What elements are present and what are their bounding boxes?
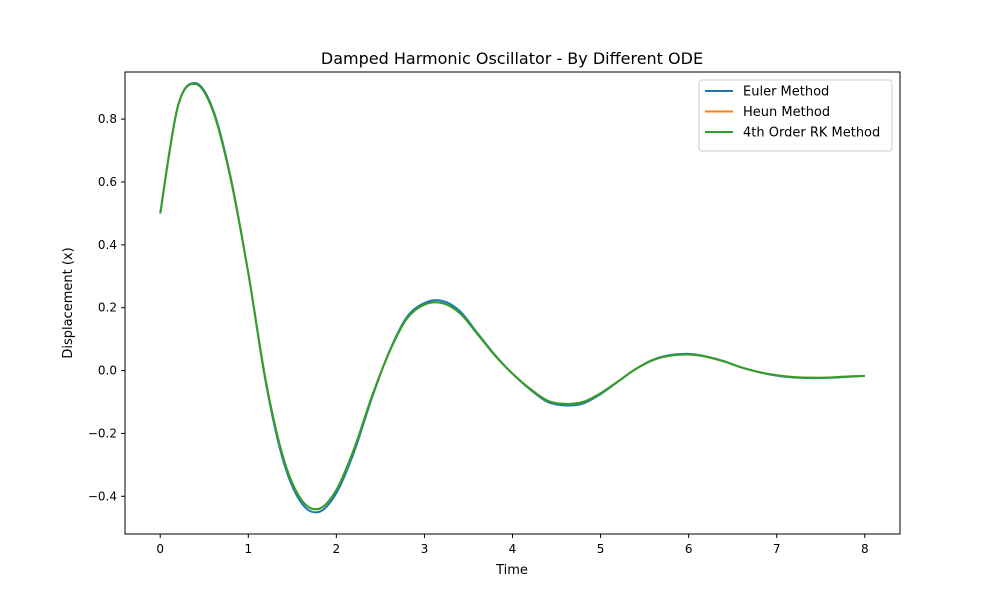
x-tick-label: 3 [421,542,429,556]
legend-label: Euler Method [743,85,829,100]
y-tick-label: 0.2 [98,301,117,315]
legend-box [698,79,893,152]
series-line-2 [159,82,865,511]
legend-label: 4th Order RK Method [743,126,880,141]
x-tick-label: 1 [244,542,252,556]
y-axis-ticks: −0.4 −0.2 0.0 0.2 0.4 0.6 0.8 [88,112,125,503]
x-axis-ticks: 0 1 2 3 4 5 6 7 8 [156,534,869,556]
legend: Euler Method Heun Method 4th Order RK Meth… [698,79,893,152]
x-tick-label: 0 [156,542,164,556]
x-tick-label: 6 [685,542,693,556]
y-tick-label: 0.0 [98,364,117,378]
y-tick-label: 0.6 [98,175,117,189]
x-tick-label: 7 [773,542,781,556]
x-tick-label: 2 [333,542,341,556]
y-tick-label: 0.8 [98,112,117,126]
chart-title: Damped Harmonic Oscillator - By Differen… [321,49,703,68]
y-tick-label: −0.4 [88,489,117,503]
y-tick-label: 0.4 [98,238,117,252]
x-tick-label: 4 [509,542,517,556]
x-tick-label: 5 [597,542,605,556]
x-tick-label: 8 [861,542,869,556]
y-tick-label: −0.2 [88,426,117,440]
x-axis-label: Time [495,563,528,578]
y-axis-label: Displacement (x) [61,247,76,358]
legend-label: Heun Method [743,105,830,120]
